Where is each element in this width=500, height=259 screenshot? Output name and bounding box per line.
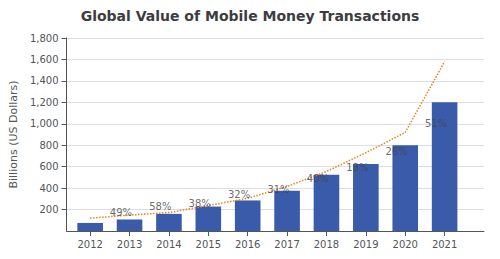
- svg-text:2016: 2016: [235, 239, 260, 250]
- svg-text:2020: 2020: [393, 239, 418, 250]
- svg-text:Billions (US Dollars): Billions (US Dollars): [7, 80, 20, 188]
- svg-text:600: 600: [39, 161, 58, 172]
- svg-text:200: 200: [39, 204, 58, 215]
- svg-text:51%: 51%: [425, 118, 447, 129]
- svg-text:1,400: 1,400: [30, 75, 59, 86]
- svg-text:18%: 18%: [346, 162, 368, 173]
- svg-text:Global Value of Mobile Money T: Global Value of Mobile Money Transaction…: [81, 8, 420, 24]
- svg-text:49%: 49%: [110, 207, 132, 218]
- svg-text:1,600: 1,600: [30, 54, 59, 65]
- svg-text:32%: 32%: [228, 189, 250, 200]
- svg-text:31%: 31%: [267, 184, 289, 195]
- svg-text:38%: 38%: [189, 198, 211, 209]
- svg-text:400: 400: [39, 183, 58, 194]
- svg-text:2014: 2014: [156, 239, 181, 250]
- svg-text:2015: 2015: [196, 239, 221, 250]
- svg-text:58%: 58%: [149, 201, 171, 212]
- svg-text:2018: 2018: [314, 239, 339, 250]
- svg-text:1,200: 1,200: [30, 97, 59, 108]
- svg-text:26%: 26%: [386, 146, 408, 157]
- svg-text:2013: 2013: [117, 239, 142, 250]
- svg-text:800: 800: [39, 140, 58, 151]
- svg-text:2012: 2012: [77, 239, 102, 250]
- svg-text:1,800: 1,800: [30, 33, 59, 44]
- svg-text:40%: 40%: [307, 173, 329, 184]
- svg-text:2017: 2017: [274, 239, 299, 250]
- svg-text:2019: 2019: [353, 239, 378, 250]
- svg-text:2021: 2021: [432, 239, 457, 250]
- svg-text:1,000: 1,000: [30, 118, 59, 129]
